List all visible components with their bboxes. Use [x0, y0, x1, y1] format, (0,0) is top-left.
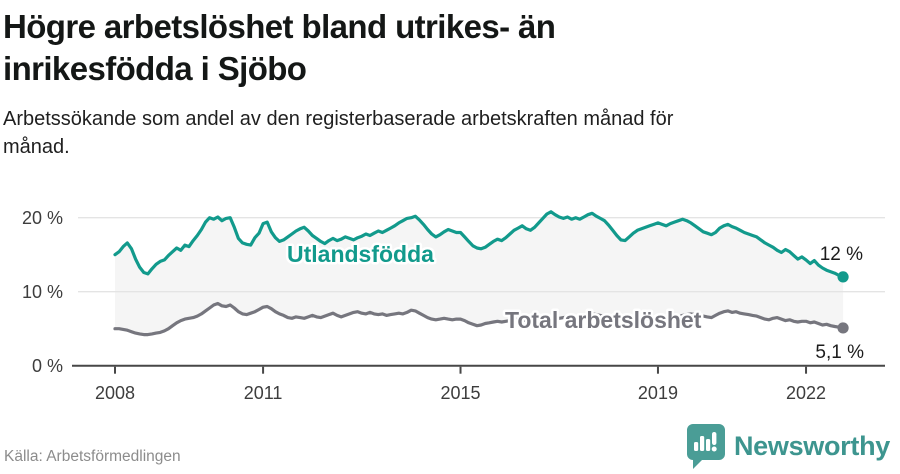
end-value-label-utlandsfodda: 12 % [820, 244, 863, 265]
x-axis-label-2015: 2015 [440, 383, 480, 403]
x-axis-label-2019: 2019 [638, 383, 678, 403]
unemployment-line-chart: 0 % 10 % 20 % 2008 2011 2015 2019 2022 Utlandsfö… [22, 208, 885, 403]
source-attribution: Källa: Arbetsförmedlingen [4, 448, 181, 465]
chart-subtitle: Arbetssökande som andel av den registerb… [3, 105, 883, 161]
newsworthy-logo-icon [686, 424, 725, 469]
series-line-utlandsfodda [113, 210, 845, 279]
x-axis-label-2022: 2022 [786, 383, 826, 403]
y-axis-label-10: 10 % [22, 282, 63, 302]
subtitle-line-1: Arbetssökande som andel av den registerb… [3, 107, 674, 130]
newsworthy-brand: Newsworthy [685, 423, 890, 470]
y-axis-label-0: 0 % [32, 356, 63, 376]
series-label-utlandsfodda: Utlandsfödda [287, 241, 434, 267]
subtitle-line-2: månad. [3, 135, 70, 158]
end-dot-utlandsfodda [837, 271, 849, 283]
end-dot-total [837, 322, 849, 334]
line-chart-area: 0 % 10 % 20 % 2008 2011 2015 2019 2022 Utlandsfö… [0, 190, 900, 422]
end-value-label-total: 5,1 % [815, 342, 864, 363]
x-axis-label-2008: 2008 [95, 383, 135, 403]
series-label-total: Total arbetslöshet [505, 307, 702, 333]
x-axis-label-2011: 2011 [244, 383, 283, 403]
title-line-2: inrikesfödda i Sjöbo [3, 49, 307, 87]
title-line-1: Högre arbetslöshet bland utrikes- än [3, 8, 556, 45]
area-between-series [115, 211, 844, 335]
series-line-total [113, 301, 845, 337]
page-title: Högre arbetslöshet bland utrikes- än inr… [3, 6, 883, 90]
chart-header: Högre arbetslöshet bland utrikes- än inr… [3, 6, 883, 161]
y-axis-label-20: 20 % [22, 208, 63, 228]
newsworthy-wordmark: Newsworthy [733, 431, 890, 461]
